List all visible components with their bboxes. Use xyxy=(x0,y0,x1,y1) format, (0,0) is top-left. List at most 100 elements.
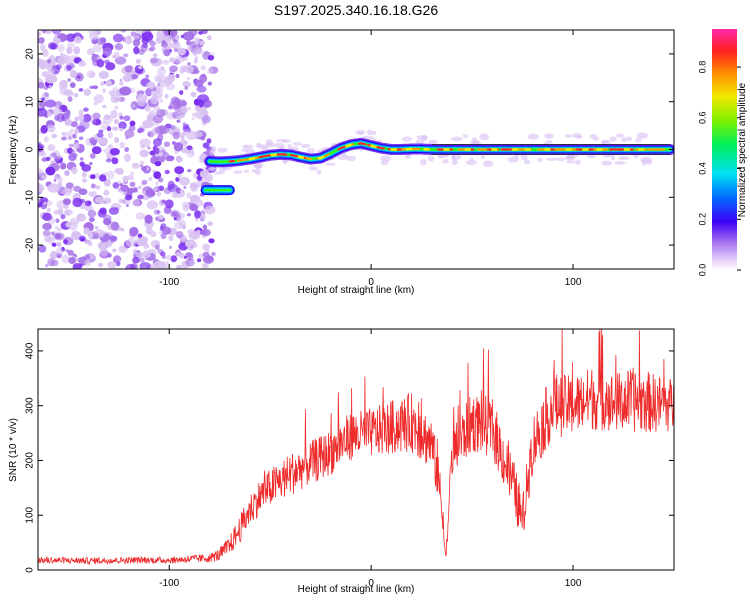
ridge-core xyxy=(337,145,346,151)
ridge-halo xyxy=(345,155,356,162)
ridge-peak xyxy=(317,155,324,160)
noise-speckle xyxy=(44,99,57,108)
noise-speckle xyxy=(173,142,184,152)
noise-speckle xyxy=(140,164,144,168)
noise-speckle xyxy=(132,254,137,258)
noise-speckle xyxy=(45,166,56,176)
snr-y-tick-label: 400 xyxy=(25,342,36,359)
noise-speckle xyxy=(41,174,47,180)
noise-speckle xyxy=(188,230,201,240)
spectrogram-y-tick-label: 10 xyxy=(25,96,36,108)
noise-speckle xyxy=(153,105,160,111)
noise-speckle xyxy=(43,86,49,90)
noise-speckle xyxy=(177,174,183,179)
noise-speckle xyxy=(122,74,132,83)
noise-speckle xyxy=(187,169,192,173)
noise-speckle xyxy=(41,97,46,102)
ridge-halo xyxy=(647,159,652,165)
snr-x-tick-label: -100 xyxy=(159,578,179,589)
noise-speckle xyxy=(135,58,142,64)
noise-speckle xyxy=(67,96,73,102)
ridge-halo xyxy=(292,142,303,146)
noise-speckle xyxy=(141,179,148,185)
noise-speckle xyxy=(57,44,65,53)
noise-speckle xyxy=(72,133,77,139)
noise-speckle xyxy=(62,187,72,197)
noise-speckle xyxy=(159,98,163,104)
noise-speckle xyxy=(174,166,185,175)
noise-speckle xyxy=(74,128,80,134)
noise-speckle xyxy=(105,79,112,87)
noise-speckle xyxy=(141,190,147,195)
noise-speckle xyxy=(193,98,200,106)
noise-speckle xyxy=(161,226,172,235)
ridge-halo xyxy=(428,139,438,145)
ridge-halo xyxy=(589,133,597,139)
noise-speckle xyxy=(141,31,154,42)
snr-y-tick-label: 200 xyxy=(25,452,36,469)
ridge-halo xyxy=(546,157,558,161)
noise-speckle xyxy=(86,240,92,246)
noise-speckle xyxy=(125,237,137,247)
noise-speckle xyxy=(187,106,192,111)
noise-speckle xyxy=(137,65,143,70)
noise-speckle xyxy=(53,175,59,180)
noise-speckle xyxy=(194,217,199,222)
ridge-halo xyxy=(465,160,477,166)
noise-speckle xyxy=(39,101,46,108)
noise-speckle xyxy=(190,91,197,98)
noise-speckle xyxy=(202,243,210,251)
noise-speckle xyxy=(119,127,124,132)
noise-speckle xyxy=(148,177,153,181)
noise-speckle xyxy=(110,109,118,119)
ridge-halo xyxy=(451,159,458,166)
noise-speckle xyxy=(201,263,209,269)
noise-speckle xyxy=(92,85,98,90)
noise-speckle xyxy=(182,205,190,212)
ridge-halo xyxy=(615,133,625,138)
noise-speckle xyxy=(182,80,191,88)
noise-speckle xyxy=(182,56,189,61)
snr-panel: -100 0 100 0 100 200 300 400 Height of straigh… xyxy=(8,328,675,595)
spectrogram-x-tick-label: 100 xyxy=(565,277,582,288)
ridge-halo xyxy=(300,143,311,149)
ridge-halo xyxy=(479,133,490,141)
noise-speckle xyxy=(78,60,87,67)
noise-speckle xyxy=(89,161,93,166)
noise-speckle xyxy=(199,170,207,178)
noise-speckle xyxy=(105,158,112,163)
ridge-halo xyxy=(520,154,528,161)
noise-speckle xyxy=(102,197,112,205)
noise-speckle xyxy=(56,56,67,66)
noise-speckle xyxy=(118,198,123,204)
noise-speckle xyxy=(114,136,120,144)
ridge-halo xyxy=(243,169,250,173)
noise-speckle xyxy=(127,187,135,194)
ridge-halo xyxy=(342,152,347,157)
noise-speckle xyxy=(193,37,200,45)
noise-speckle xyxy=(133,46,140,55)
noise-speckle xyxy=(83,227,90,234)
noise-speckle xyxy=(54,225,59,229)
ridge-halo xyxy=(626,136,633,142)
ridge-halo xyxy=(240,148,249,152)
noise-speckle xyxy=(57,208,64,215)
noise-speckle xyxy=(162,59,170,65)
ridge-halo xyxy=(462,134,469,139)
noise-speckle xyxy=(137,185,142,190)
noise-speckle xyxy=(76,75,81,79)
noise-speckle xyxy=(73,185,82,192)
noise-speckle xyxy=(90,174,96,180)
noise-speckle xyxy=(139,160,145,165)
ridge-halo xyxy=(576,135,583,139)
noise-speckle xyxy=(78,235,86,242)
noise-speckle xyxy=(182,125,191,132)
noise-speckle xyxy=(86,48,95,56)
noise-speckle xyxy=(207,81,213,86)
noise-speckle xyxy=(42,30,47,34)
ridge-halo xyxy=(281,139,291,144)
noise-speckle xyxy=(53,155,60,163)
chart-title: S197.2025.340.16.18.G26 xyxy=(274,2,438,18)
ridge-halo xyxy=(527,133,540,140)
spectrogram-y-ticks: -20 -10 0 10 20 xyxy=(25,48,674,252)
